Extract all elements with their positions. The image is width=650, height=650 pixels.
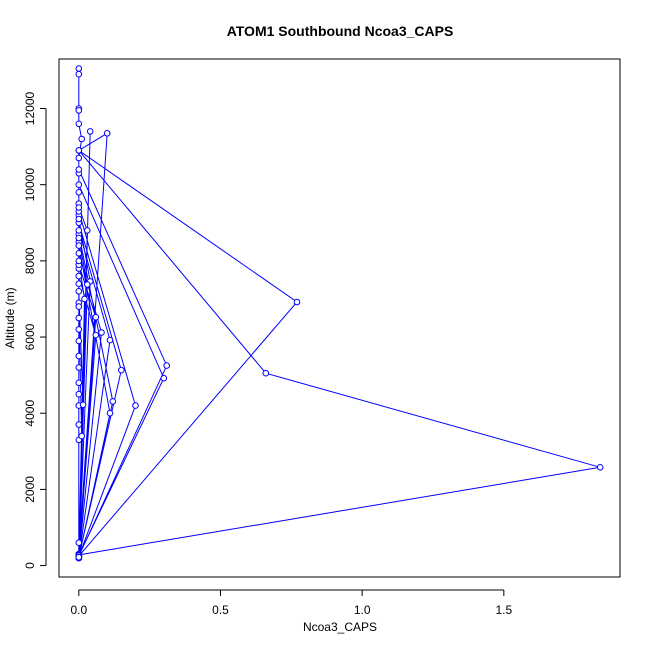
data-point (75, 181, 83, 188)
data-point (75, 364, 83, 371)
data-point (106, 336, 114, 344)
data-point (293, 298, 301, 306)
data-point (75, 553, 83, 561)
y-axis: 0 2000 4000 6000 8000 10000 12000 (23, 92, 47, 569)
data-point (75, 189, 83, 196)
x-axis: 0.0 0.5 1.0 1.5 (70, 589, 512, 617)
data-point (75, 242, 83, 249)
x-tick-label: 0.0 (70, 603, 87, 617)
x-tick-label: 0.5 (212, 603, 229, 617)
y-tick-label: 4000 (23, 400, 37, 427)
data-point (75, 107, 83, 114)
data-point (78, 432, 85, 440)
y-tick-label: 12000 (23, 92, 37, 126)
data-point (75, 379, 83, 387)
data-point (75, 147, 83, 154)
data-point (75, 288, 83, 295)
data-point (118, 366, 125, 374)
data-point (160, 374, 168, 382)
data-point (84, 227, 91, 234)
y-tick-label: 10000 (23, 168, 37, 202)
data-point (75, 280, 83, 288)
data-point (109, 398, 117, 405)
data-point (75, 314, 83, 322)
data-point (75, 352, 83, 360)
y-axis-label: Altitude (m) (3, 287, 17, 348)
data-point (75, 421, 83, 428)
data-point (92, 313, 100, 321)
data-point (75, 154, 83, 162)
x-tick-label: 1.0 (354, 603, 371, 617)
data-point (75, 326, 83, 333)
data-point (78, 135, 85, 143)
data-point (75, 204, 83, 211)
data-point (262, 369, 270, 377)
data-point (75, 539, 83, 547)
data-point (106, 409, 114, 417)
data-point (75, 337, 83, 345)
data-point (75, 227, 83, 234)
x-axis-label: Ncoa3_CAPS (303, 620, 377, 634)
y-tick-label: 2000 (23, 476, 37, 503)
data-point (75, 250, 83, 257)
data-point (75, 166, 83, 173)
data-point (75, 65, 83, 72)
data-point (75, 215, 83, 223)
data-point (75, 390, 83, 398)
data-point (75, 303, 83, 310)
data-point (596, 464, 604, 471)
data-point (75, 70, 83, 78)
data-point (98, 329, 105, 336)
y-tick-label: 0 (23, 562, 37, 569)
data-point (79, 401, 87, 409)
chart-title: ATOM1 Southbound Ncoa3_CAPS (227, 23, 454, 39)
y-tick-label: 8000 (23, 247, 37, 274)
data-point (86, 128, 94, 135)
data-point (75, 234, 83, 242)
data-point (132, 402, 139, 409)
data-point (163, 362, 170, 369)
series-line (77, 68, 601, 559)
plot-frame (58, 58, 621, 578)
data-point (75, 257, 83, 265)
series-layer (75, 65, 604, 562)
data-point (75, 120, 83, 128)
data-point (81, 295, 88, 303)
data-point (75, 272, 83, 280)
x-tick-label: 1.5 (495, 603, 512, 617)
data-point (84, 281, 91, 288)
data-point (103, 130, 111, 137)
data-point (92, 331, 100, 339)
y-tick-label: 6000 (23, 323, 37, 350)
